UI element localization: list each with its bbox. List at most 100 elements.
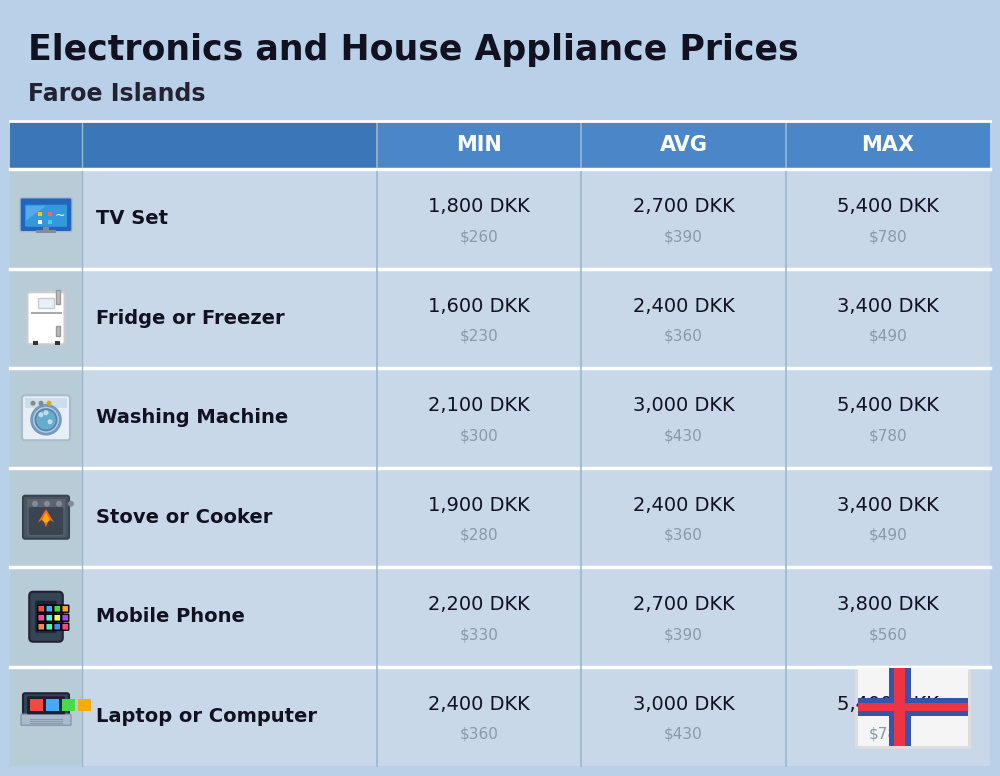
Text: 3,000 DKK: 3,000 DKK bbox=[633, 695, 734, 714]
Text: $430: $430 bbox=[664, 428, 703, 443]
Bar bbox=[62, 699, 75, 712]
Circle shape bbox=[37, 411, 55, 429]
FancyBboxPatch shape bbox=[23, 496, 69, 539]
FancyBboxPatch shape bbox=[28, 507, 64, 535]
Bar bbox=[10, 121, 990, 169]
Bar bbox=[10, 368, 990, 467]
Bar bbox=[894, 668, 905, 746]
Circle shape bbox=[32, 501, 38, 507]
Bar bbox=[38, 220, 42, 223]
Text: 3,400 DKK: 3,400 DKK bbox=[837, 296, 939, 316]
Text: ~: ~ bbox=[55, 210, 65, 222]
Circle shape bbox=[68, 501, 74, 507]
Text: 1,900 DKK: 1,900 DKK bbox=[428, 496, 530, 514]
FancyBboxPatch shape bbox=[46, 615, 53, 622]
Text: 3,400 DKK: 3,400 DKK bbox=[837, 496, 939, 514]
Circle shape bbox=[46, 400, 52, 406]
FancyBboxPatch shape bbox=[28, 293, 64, 345]
Bar bbox=[10, 268, 990, 368]
Circle shape bbox=[56, 501, 62, 507]
Bar bbox=[38, 212, 42, 216]
FancyBboxPatch shape bbox=[855, 665, 971, 749]
Bar bbox=[48, 220, 52, 223]
Bar bbox=[10, 467, 82, 567]
Circle shape bbox=[32, 405, 60, 434]
Text: $360: $360 bbox=[460, 726, 499, 742]
Text: 2,400 DKK: 2,400 DKK bbox=[428, 695, 530, 714]
Bar bbox=[30, 699, 43, 712]
Bar bbox=[78, 699, 91, 712]
Text: Laptop or Computer: Laptop or Computer bbox=[96, 707, 317, 726]
Text: Faroe Islands: Faroe Islands bbox=[28, 82, 206, 106]
Bar bbox=[10, 567, 82, 667]
Bar bbox=[10, 368, 82, 467]
Bar bbox=[25, 398, 67, 408]
Bar bbox=[889, 668, 911, 746]
FancyBboxPatch shape bbox=[62, 623, 69, 630]
Text: Mobile Phone: Mobile Phone bbox=[96, 608, 245, 626]
Text: $360: $360 bbox=[664, 528, 703, 542]
FancyBboxPatch shape bbox=[54, 605, 61, 612]
Text: AVG: AVG bbox=[660, 135, 708, 155]
Bar bbox=[10, 169, 82, 268]
Bar bbox=[27, 499, 65, 508]
Text: $260: $260 bbox=[460, 229, 499, 244]
Bar bbox=[10, 567, 990, 667]
Bar bbox=[858, 703, 968, 712]
FancyBboxPatch shape bbox=[38, 623, 45, 630]
Text: TV Set: TV Set bbox=[96, 210, 168, 228]
FancyBboxPatch shape bbox=[46, 623, 53, 630]
Text: $390: $390 bbox=[664, 229, 703, 244]
FancyBboxPatch shape bbox=[54, 623, 61, 630]
Text: $430: $430 bbox=[664, 726, 703, 742]
Bar bbox=[54, 341, 60, 345]
Text: 2,200 DKK: 2,200 DKK bbox=[428, 595, 530, 615]
Circle shape bbox=[38, 412, 44, 417]
FancyBboxPatch shape bbox=[62, 605, 69, 612]
FancyBboxPatch shape bbox=[29, 592, 63, 642]
Text: 2,700 DKK: 2,700 DKK bbox=[633, 197, 734, 217]
Text: $230: $230 bbox=[460, 329, 499, 344]
FancyBboxPatch shape bbox=[25, 205, 67, 227]
Bar bbox=[48, 212, 52, 216]
FancyBboxPatch shape bbox=[62, 615, 69, 622]
Text: $330: $330 bbox=[460, 627, 499, 643]
FancyBboxPatch shape bbox=[38, 605, 45, 612]
FancyBboxPatch shape bbox=[22, 395, 70, 440]
Bar bbox=[38, 298, 54, 308]
FancyBboxPatch shape bbox=[54, 615, 61, 622]
Circle shape bbox=[48, 419, 52, 424]
Bar bbox=[43, 227, 49, 232]
Text: 5,400 DKK: 5,400 DKK bbox=[837, 197, 939, 217]
FancyBboxPatch shape bbox=[23, 693, 69, 719]
Text: Electronics and House Appliance Prices: Electronics and House Appliance Prices bbox=[28, 33, 799, 67]
Text: MIN: MIN bbox=[456, 135, 502, 155]
FancyBboxPatch shape bbox=[20, 198, 72, 232]
Text: $300: $300 bbox=[460, 428, 499, 443]
Text: 2,700 DKK: 2,700 DKK bbox=[633, 595, 734, 615]
Text: 1,600 DKK: 1,600 DKK bbox=[428, 296, 530, 316]
Bar bbox=[10, 169, 990, 268]
Text: $560: $560 bbox=[868, 627, 907, 643]
Text: $780: $780 bbox=[869, 229, 907, 244]
Text: $390: $390 bbox=[664, 627, 703, 643]
Text: 3,000 DKK: 3,000 DKK bbox=[633, 397, 734, 415]
Bar bbox=[36, 230, 56, 233]
Polygon shape bbox=[38, 509, 54, 527]
Text: $490: $490 bbox=[868, 329, 907, 344]
Text: $490: $490 bbox=[868, 528, 907, 542]
FancyBboxPatch shape bbox=[46, 605, 53, 612]
Text: Washing Machine: Washing Machine bbox=[96, 408, 288, 428]
Bar bbox=[56, 290, 60, 304]
Bar bbox=[10, 667, 990, 766]
Bar bbox=[858, 668, 968, 746]
FancyBboxPatch shape bbox=[38, 615, 45, 622]
Bar bbox=[32, 341, 38, 345]
Bar bbox=[56, 326, 60, 336]
Circle shape bbox=[44, 501, 50, 507]
Bar bbox=[10, 268, 82, 368]
Text: $280: $280 bbox=[460, 528, 498, 542]
Text: $360: $360 bbox=[664, 329, 703, 344]
Text: 1,800 DKK: 1,800 DKK bbox=[428, 197, 530, 217]
FancyBboxPatch shape bbox=[21, 714, 71, 726]
